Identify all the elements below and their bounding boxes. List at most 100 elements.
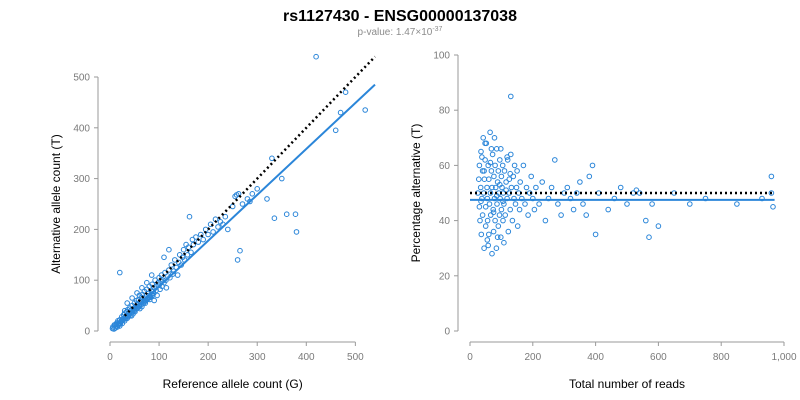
right-data-point xyxy=(486,176,492,182)
right-y-tick-label: 100 xyxy=(433,51,450,62)
right-data-point xyxy=(539,179,546,185)
left-data-point xyxy=(147,296,153,303)
left-data-point xyxy=(210,229,216,235)
right-data-point xyxy=(477,217,483,224)
left-data-point xyxy=(229,203,236,210)
right-data-point xyxy=(501,239,507,246)
right-data-point xyxy=(643,217,649,224)
right-data-point xyxy=(480,135,487,141)
right-data-point xyxy=(624,201,630,207)
right-data-point xyxy=(510,173,517,180)
right-data-point xyxy=(501,168,508,174)
scatter-panel-percentage: 0 20 40 60 80 100 0 200 400 600 800 1,000 Total numb… xyxy=(409,51,797,392)
subtitle-text: p-value: 1.47×10 xyxy=(358,27,433,38)
right-data-point xyxy=(520,162,527,169)
right-data-point xyxy=(482,157,488,163)
right-data-point xyxy=(770,204,776,210)
right-data-point xyxy=(492,162,498,169)
right-data-point xyxy=(513,184,520,191)
right-data-point xyxy=(646,234,652,240)
right-y-tick-label: 80 xyxy=(439,106,451,117)
left-y-tick-label: 300 xyxy=(73,174,90,185)
right-data-point xyxy=(512,201,519,207)
right-data-point xyxy=(655,223,662,229)
left-x-tick-label: 400 xyxy=(298,352,315,363)
left-data-point xyxy=(313,53,319,60)
right-x-tick-label: 1,000 xyxy=(771,352,796,363)
right-data-point xyxy=(489,250,495,257)
right-data-point xyxy=(542,217,549,224)
left-data-point xyxy=(134,290,140,296)
right-x-tick-label: 800 xyxy=(713,352,730,363)
right-data-point xyxy=(479,212,486,218)
right-data-point xyxy=(506,176,513,182)
right-data-point xyxy=(574,190,580,196)
right-data-point xyxy=(552,157,558,163)
right-x-tick-label: 600 xyxy=(650,352,667,363)
left-data-point xyxy=(232,193,238,200)
left-data-point xyxy=(247,198,253,205)
left-y-tick-label: 100 xyxy=(73,276,90,287)
right-data-point xyxy=(498,146,504,152)
left-x-tick-label: 0 xyxy=(107,352,113,363)
right-y-tick-label: 60 xyxy=(439,161,451,172)
left-data-point xyxy=(180,246,187,253)
right-x-axis-label: Total number of reads xyxy=(569,377,685,391)
right-data-point xyxy=(487,159,494,166)
right-data-point xyxy=(592,231,599,238)
right-data-point xyxy=(488,146,495,152)
right-data-point xyxy=(482,140,488,147)
left-y-axis-label: Alternative allele count (T) xyxy=(49,134,63,273)
right-data-point xyxy=(517,179,524,185)
left-data-point xyxy=(269,155,275,162)
right-data-point xyxy=(490,209,497,216)
right-data-point xyxy=(493,245,500,251)
scatter-panel-counts: 0 100 200 300 400 500 0 100 200 300 400 500 Referenc… xyxy=(49,53,376,391)
left-data-point xyxy=(148,272,155,278)
right-data-point xyxy=(509,217,516,224)
right-data-point xyxy=(493,146,500,152)
right-data-point xyxy=(490,206,497,213)
right-data-point xyxy=(496,212,503,218)
right-data-point xyxy=(490,228,497,235)
left-fit-line xyxy=(119,83,376,325)
right-data-point xyxy=(555,201,561,207)
right-data-point xyxy=(494,201,500,207)
right-data-point xyxy=(734,201,740,207)
chart-title: rs1127430 - ENSG00000137038 xyxy=(283,8,517,25)
left-data-point xyxy=(342,89,349,95)
right-data-point xyxy=(589,162,596,169)
left-data-point xyxy=(117,269,123,276)
left-data-point xyxy=(283,211,290,217)
left-data-point xyxy=(225,226,231,233)
right-data-point xyxy=(583,212,590,218)
right-data-point xyxy=(570,206,577,213)
left-data-point xyxy=(186,213,193,220)
left-data-point xyxy=(202,226,209,233)
right-data-point xyxy=(497,157,503,163)
right-data-point xyxy=(494,234,501,240)
right-data-point xyxy=(586,173,593,180)
right-data-point xyxy=(501,201,507,207)
left-y-tick-label: 400 xyxy=(73,123,90,134)
right-data-point xyxy=(492,184,499,191)
right-data-point xyxy=(514,223,521,229)
right-y-tick-label: 0 xyxy=(444,327,450,338)
right-data-point xyxy=(528,173,535,180)
right-data-point xyxy=(485,242,492,249)
left-data-point xyxy=(254,186,261,192)
right-data-point xyxy=(507,206,514,213)
right-data-point xyxy=(487,190,494,196)
right-data-point xyxy=(505,228,512,235)
left-x-axis-label: Reference allele count (G) xyxy=(163,377,303,391)
left-data-point xyxy=(264,196,270,202)
left-reference-line xyxy=(123,55,376,317)
right-data-point xyxy=(492,217,498,224)
right-data-point xyxy=(514,168,520,174)
left-data-point xyxy=(271,215,278,221)
right-data-point xyxy=(482,223,489,229)
left-data-point xyxy=(293,229,300,235)
right-data-point xyxy=(499,162,506,169)
left-data-point xyxy=(124,300,130,306)
right-data-point xyxy=(488,168,495,174)
